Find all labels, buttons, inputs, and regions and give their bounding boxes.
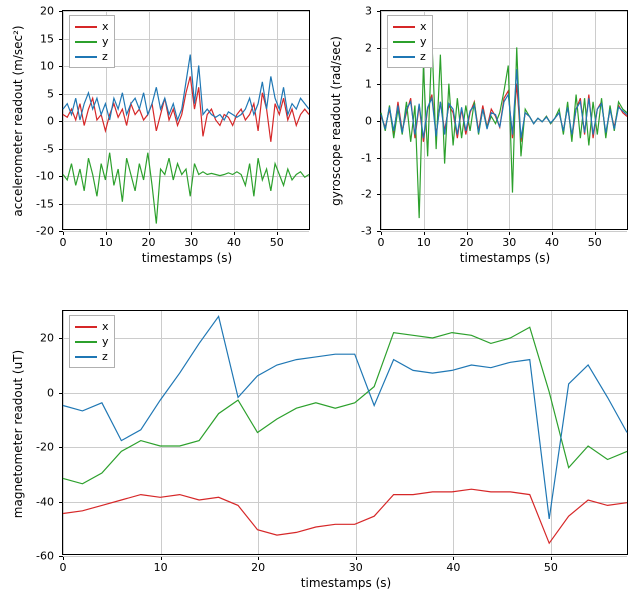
x-axis-label: timestamps (s)	[142, 251, 232, 265]
legend-swatch	[393, 56, 415, 58]
series-z	[63, 316, 627, 519]
x-tick-label: 0	[60, 236, 67, 249]
accelerometer-panel: 01020304050-20-15-10-505101520timestamps…	[62, 10, 310, 230]
x-tick-label: 40	[545, 236, 559, 249]
plot-svg	[63, 311, 627, 554]
legend: xyz	[69, 15, 115, 68]
x-axis-label: timestamps (s)	[460, 251, 550, 265]
x-tick-label: 50	[270, 236, 284, 249]
grid-line-h	[63, 556, 627, 557]
y-tick	[59, 556, 63, 557]
y-tick	[377, 231, 381, 232]
magnetometer-panel: 01020304050-60-40-20020timestamps (s)mag…	[62, 310, 628, 555]
y-tick-label: 20	[14, 5, 54, 18]
x-tick-label: 50	[588, 236, 602, 249]
y-tick-label: -3	[332, 225, 372, 238]
x-tick-label: 30	[502, 236, 516, 249]
grid-line-h	[381, 231, 627, 232]
legend-row-y: y	[75, 34, 109, 49]
legend-swatch	[393, 41, 415, 43]
x-tick-label: 10	[154, 561, 168, 574]
x-tick-label: 40	[446, 561, 460, 574]
legend-row-y: y	[393, 34, 427, 49]
legend-row-y: y	[75, 334, 109, 349]
x-tick-label: 10	[99, 236, 113, 249]
legend-label: x	[102, 320, 109, 333]
legend-label: x	[102, 20, 109, 33]
legend-label: y	[420, 35, 427, 48]
series-y	[63, 153, 309, 224]
y-tick-label: -60	[14, 550, 54, 563]
legend-row-x: x	[75, 319, 109, 334]
legend-label: z	[102, 350, 108, 363]
y-tick-label: 20	[14, 332, 54, 345]
legend-swatch	[75, 56, 97, 58]
x-tick-label: 30	[349, 561, 363, 574]
legend-swatch	[75, 341, 97, 343]
series-x	[63, 489, 627, 543]
y-tick-label: 3	[332, 5, 372, 18]
legend-label: y	[102, 335, 109, 348]
x-tick-label: 10	[417, 236, 431, 249]
legend-label: y	[102, 35, 109, 48]
legend-row-z: z	[75, 49, 109, 64]
x-tick-label: 0	[60, 561, 67, 574]
legend-swatch	[393, 26, 415, 28]
legend-swatch	[75, 26, 97, 28]
legend-row-x: x	[75, 19, 109, 34]
legend-label: z	[420, 50, 426, 63]
legend-swatch	[75, 356, 97, 358]
x-tick-label: 20	[460, 236, 474, 249]
x-tick-label: 20	[142, 236, 156, 249]
x-tick-label: 40	[227, 236, 241, 249]
x-tick-label: 20	[251, 561, 265, 574]
legend-swatch	[75, 41, 97, 43]
x-axis-label: timestamps (s)	[301, 576, 391, 590]
legend-swatch	[75, 326, 97, 328]
legend: xyz	[69, 315, 115, 368]
y-axis-label: accelerometer readout (m/sec²)	[11, 25, 25, 216]
y-tick	[59, 231, 63, 232]
sensor-figure: 01020304050-20-15-10-505101520timestamps…	[0, 0, 640, 583]
x-tick-label: 50	[544, 561, 558, 574]
gyroscope-panel: 01020304050-3-2-10123timestamps (s)gyros…	[380, 10, 628, 230]
legend-label: z	[102, 50, 108, 63]
legend-row-x: x	[393, 19, 427, 34]
grid-line-h	[63, 231, 309, 232]
legend-label: x	[420, 20, 427, 33]
y-tick-label: -20	[14, 225, 54, 238]
legend-row-z: z	[75, 349, 109, 364]
legend-row-z: z	[393, 49, 427, 64]
legend: xyz	[387, 15, 433, 68]
y-axis-label: gyroscope readout (rad/sec)	[329, 36, 343, 206]
x-tick-label: 30	[184, 236, 198, 249]
y-axis-label: magnetometer readout (uT)	[11, 349, 25, 517]
x-tick-label: 0	[378, 236, 385, 249]
